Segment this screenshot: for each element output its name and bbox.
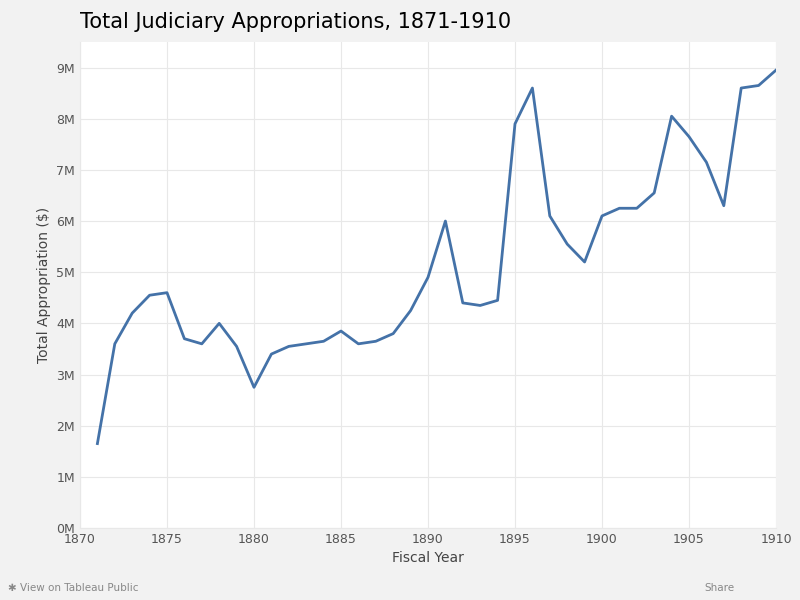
X-axis label: Fiscal Year: Fiscal Year <box>392 551 464 565</box>
Y-axis label: Total Appropriation ($): Total Appropriation ($) <box>37 207 51 363</box>
Text: ✱ View on Tableau Public: ✱ View on Tableau Public <box>8 583 138 593</box>
Text: Total Judiciary Appropriations, 1871-1910: Total Judiciary Appropriations, 1871-191… <box>80 12 511 32</box>
Text: Share: Share <box>704 583 734 593</box>
